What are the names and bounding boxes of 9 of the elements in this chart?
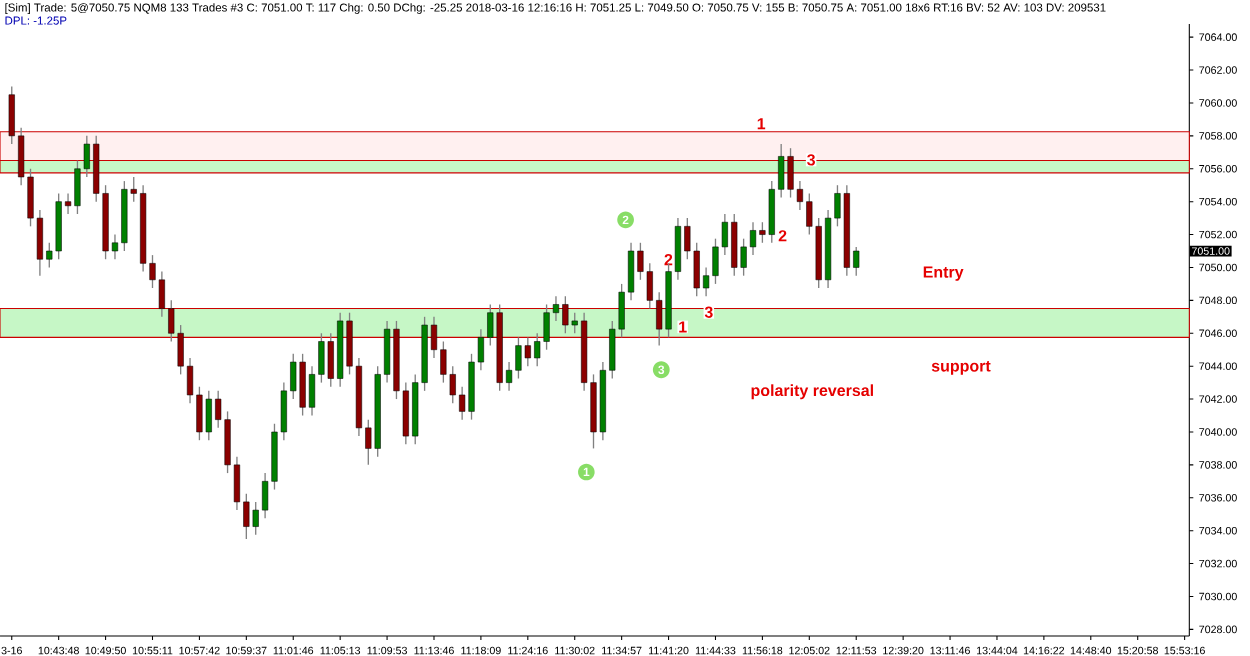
annotation: support: [931, 361, 991, 375]
annotation: 2: [778, 230, 787, 242]
annotation: polarity reversal: [751, 384, 873, 400]
annotation: 3: [807, 154, 815, 166]
annotation: 2: [664, 254, 673, 266]
annotation: 1: [757, 118, 766, 130]
annotation: 1: [679, 321, 687, 333]
annotation: 3: [704, 306, 713, 318]
annotation: Entry: [923, 266, 964, 281]
